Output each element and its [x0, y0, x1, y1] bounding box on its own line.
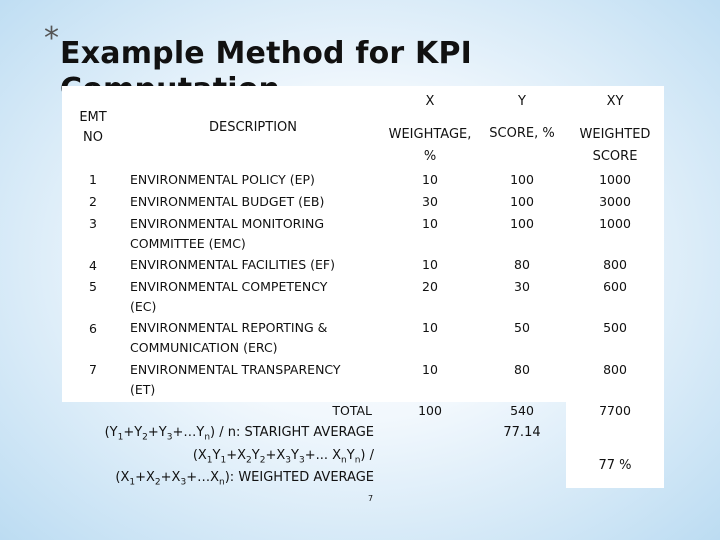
weighted-average-label: (X1Y1+X2Y2+X3Y3+... XnYn) / (X1+X2+X3+…X… [115, 448, 374, 488]
table-panel-xy-column [566, 400, 664, 488]
row-1-desc: ENVIRONMENTAL POLICY (EP) [130, 172, 315, 187]
bullet-star: * [44, 21, 59, 56]
row-2-xy: 3000 [599, 194, 631, 209]
header-xy: XY [606, 94, 624, 109]
row-2-no: 2 [89, 194, 97, 209]
row-6-desc: ENVIRONMENTAL REPORTING & COMMUNICATION … [130, 320, 328, 355]
row-6-x: 10 [422, 320, 438, 335]
weighted-average-value: 77 % [598, 458, 632, 473]
row-6-y: 50 [514, 320, 530, 335]
row-4-y: 80 [514, 257, 530, 272]
header-emt-no: EMT NO [79, 110, 107, 145]
row-5-desc: ENVIRONMENTAL COMPETENCY (EC) [130, 279, 328, 314]
row-7-x: 10 [422, 362, 438, 377]
table-panel-main [62, 86, 664, 402]
row-7-no: 7 [89, 362, 97, 377]
total-label: TOTAL [332, 403, 372, 418]
row-1-no: 1 [89, 172, 97, 187]
header-description: DESCRIPTION [209, 120, 297, 135]
header-weightage: WEIGHTAGE, % [388, 127, 472, 164]
page-number: 7 [368, 494, 374, 503]
straight-average-value: 77.14 [503, 425, 541, 440]
row-3-x: 10 [422, 216, 438, 231]
header-weighted-score: WEIGHTED SCORE [579, 127, 651, 164]
row-3-desc: ENVIRONMENTAL MONITORING COMMITTEE (EMC) [130, 216, 325, 251]
row-7-y: 80 [514, 362, 530, 377]
row-2-y: 100 [510, 194, 534, 209]
row-3-no: 3 [89, 216, 97, 231]
row-7-xy: 800 [603, 362, 627, 377]
row-1-y: 100 [510, 172, 534, 187]
row-7-desc: ENVIRONMENTAL TRANSPARENCY (ET) [130, 362, 341, 397]
row-3-xy: 1000 [599, 216, 631, 231]
row-5-xy: 600 [603, 279, 627, 294]
row-2-x: 30 [422, 194, 438, 209]
row-4-xy: 800 [603, 257, 627, 272]
total-xy: 7700 [599, 403, 631, 418]
row-5-x: 20 [422, 279, 438, 294]
straight-average-label: (Y1+Y2+Y3+…Yn) / n: STARIGHT AVERAGE [104, 425, 374, 443]
row-3-y: 100 [510, 216, 534, 231]
row-5-no: 5 [89, 279, 97, 294]
row-4-x: 10 [422, 257, 438, 272]
header-x: X [425, 94, 435, 109]
row-6-no: 6 [89, 321, 97, 336]
header-score: SCORE, % [489, 126, 555, 141]
row-6-xy: 500 [603, 320, 627, 335]
total-y: 540 [510, 403, 534, 418]
row-1-xy: 1000 [599, 172, 631, 187]
row-2-desc: ENVIRONMENTAL BUDGET (EB) [130, 194, 325, 209]
header-y: Y [518, 94, 526, 109]
total-x: 100 [418, 403, 442, 418]
row-4-no: 4 [89, 258, 97, 273]
row-1-x: 10 [422, 172, 438, 187]
row-4-desc: ENVIRONMENTAL FACILITIES (EF) [130, 257, 335, 272]
row-5-y: 30 [514, 279, 530, 294]
